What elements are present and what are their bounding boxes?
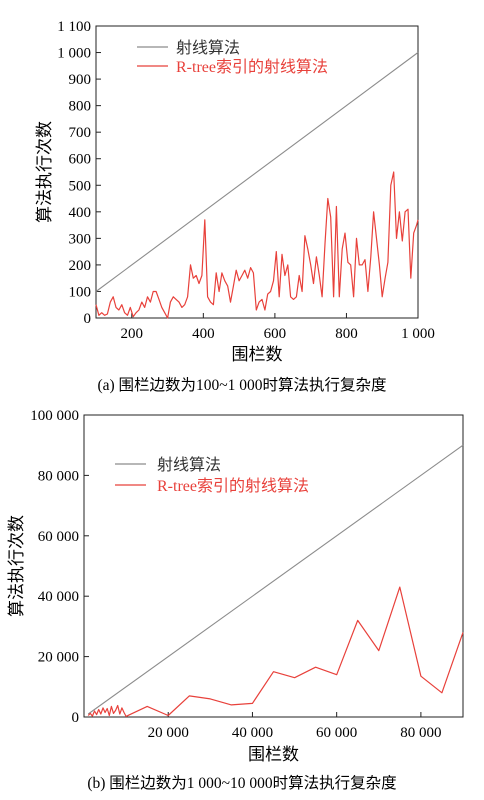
y-tick-label: 60 000 <box>38 529 79 545</box>
y-tick-label: 0 <box>84 311 92 327</box>
series-line-0 <box>96 53 418 292</box>
y-tick-label: 0 <box>72 710 80 726</box>
chart-a: 0 100 200 300 400 500 600 700 800 900 1 000 1 100 20… <box>35 19 435 394</box>
y-tick-label: 40 000 <box>38 589 79 605</box>
y-tick-label: 300 <box>69 231 92 247</box>
legend: 射线算法R-tree索引的射线算法 <box>137 38 328 76</box>
x-axis-title: 围栏数 <box>248 745 299 764</box>
x-tick-label: 80 000 <box>400 725 441 741</box>
figure-caption: (a) 围栏边数为100~1 000时算法执行复杂度 <box>97 375 386 394</box>
legend: 射线算法 R-tree索引的射线算法 <box>115 455 309 495</box>
x-axis-title: 围栏数 <box>232 345 283 364</box>
y-tick-label: 900 <box>69 72 92 88</box>
x-tick-label: 800 <box>335 326 358 342</box>
y-axis-title: 算法执行次数 <box>7 515 26 617</box>
y-tick-label: 700 <box>69 125 92 141</box>
chart-b: 0 20 000 40 000 60 000 80 000 100 000 20 000 40… <box>7 408 463 792</box>
x-tick-label: 40 000 <box>232 725 273 741</box>
x-tick-label: 400 <box>192 326 215 342</box>
y-tick-label: 500 <box>69 178 92 194</box>
series-line-1 <box>96 172 418 318</box>
series-line-1 <box>88 587 463 716</box>
legend-label-1: R-tree索引的射线算法 <box>176 57 328 76</box>
legend-label-0: 射线算法 <box>157 455 221 474</box>
x-tick-label: 600 <box>264 326 287 342</box>
x-tick-label: 1 000 <box>401 326 435 342</box>
y-tick-label: 200 <box>69 258 92 274</box>
y-tick-label: 1 000 <box>57 46 91 62</box>
y-tick-label: 20 000 <box>38 650 79 666</box>
y-axis-title: 算法执行次数 <box>35 121 54 223</box>
x-tick-label: 200 <box>121 326 144 342</box>
figure-caption: (b) 围栏边数为1 000~10 000时算法执行复杂度 <box>87 773 396 792</box>
y-tick-label: 600 <box>69 152 92 168</box>
legend-label-1: R-tree索引的射线算法 <box>157 476 309 495</box>
y-tick-label: 1 100 <box>57 19 91 35</box>
y-tick-label: 100 <box>69 284 92 300</box>
legend-label-0: 射线算法 <box>176 38 240 57</box>
y-tick-label: 800 <box>69 99 92 115</box>
y-tick-label: 100 000 <box>30 408 79 424</box>
y-tick-label: 80 000 <box>38 468 79 484</box>
y-tick-label: 400 <box>69 205 92 221</box>
x-tick-label: 60 000 <box>316 725 357 741</box>
x-tick-label: 20 000 <box>148 725 189 741</box>
